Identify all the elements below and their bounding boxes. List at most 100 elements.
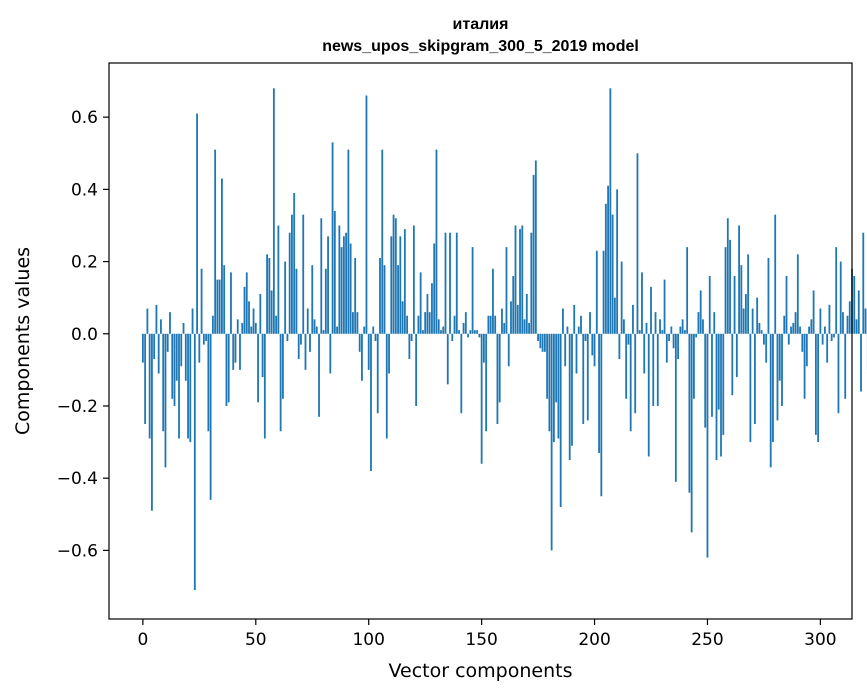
bar-226 <box>652 333 655 406</box>
bar-129 <box>433 243 436 334</box>
bar-198 <box>589 312 591 334</box>
bar-295 <box>808 326 810 334</box>
bar-105 <box>379 257 381 334</box>
bar-162 <box>507 333 510 367</box>
bar-83 <box>329 333 332 374</box>
bar-32 <box>214 149 217 334</box>
x-tick-label: 0 <box>137 630 148 650</box>
bar-282 <box>778 333 781 381</box>
bar-278 <box>769 333 772 468</box>
bar-262 <box>733 276 736 334</box>
bar-202 <box>598 333 600 453</box>
bar-300 <box>819 308 822 334</box>
bar-71 <box>302 214 305 334</box>
bar-16 <box>178 333 180 439</box>
bar-74 <box>309 333 311 352</box>
bar-19 <box>184 333 187 381</box>
bar-79 <box>320 218 323 334</box>
bar-302 <box>824 326 826 334</box>
bar-242 <box>688 333 691 493</box>
bar-258 <box>724 247 727 334</box>
bar-317 <box>857 290 860 334</box>
bar-212 <box>620 261 623 334</box>
bar-100 <box>367 333 370 370</box>
bar-256 <box>720 333 722 457</box>
bar-175 <box>537 333 539 341</box>
bar-311 <box>844 333 847 399</box>
y-axis-ticks: −0.6 −0.4 −0.2 0.0 0.2 0.4 0.6 <box>57 108 109 561</box>
y-tick-label: 0.0 <box>71 325 98 345</box>
bar-34 <box>218 279 221 334</box>
bar-104 <box>376 333 379 414</box>
bar-29 <box>207 333 210 432</box>
bar-76 <box>313 319 316 334</box>
bar-237 <box>677 333 680 360</box>
bar-225 <box>650 286 652 334</box>
bar-270 <box>751 308 754 334</box>
bar-292 <box>801 333 804 352</box>
bar-18 <box>182 322 185 334</box>
bar-204 <box>602 250 605 334</box>
bar-139 <box>455 232 458 334</box>
bar-111 <box>392 214 395 334</box>
bar-269 <box>749 333 752 443</box>
bar-41 <box>234 333 237 363</box>
bar-36 <box>223 265 226 334</box>
y-tick-label: −0.2 <box>57 397 98 417</box>
bar-112 <box>394 218 397 334</box>
bar-119 <box>410 333 413 341</box>
bar-65 <box>288 232 291 334</box>
bar-143 <box>464 312 467 334</box>
bar-229 <box>659 319 661 334</box>
bar-73 <box>306 308 309 334</box>
bar-44 <box>241 322 244 334</box>
x-tick-label: 200 <box>578 630 610 650</box>
bar-66 <box>291 214 293 334</box>
bar-12 <box>169 312 171 334</box>
bar-136 <box>449 232 451 334</box>
bar-148 <box>476 330 479 334</box>
bar-88 <box>340 247 343 334</box>
bar-316 <box>855 319 858 334</box>
bar-188 <box>566 326 569 334</box>
bar-89 <box>342 236 345 334</box>
bar-189 <box>568 333 571 461</box>
bar-223 <box>645 322 648 334</box>
bar-135 <box>446 333 449 385</box>
bar-2 <box>146 308 149 334</box>
bar-275 <box>763 333 765 345</box>
bar-309 <box>839 261 842 334</box>
bar-133 <box>442 326 445 334</box>
plot-frame <box>108 62 853 620</box>
bar-257 <box>722 333 725 435</box>
bar-26 <box>200 268 203 334</box>
bar-306 <box>833 333 835 338</box>
bar-304 <box>828 304 831 334</box>
bar-293 <box>803 333 806 399</box>
bar-203 <box>600 333 603 497</box>
bar-216 <box>629 333 632 432</box>
bar-47 <box>248 301 250 334</box>
bar-161 <box>505 247 508 334</box>
bar-152 <box>485 333 488 432</box>
bar-35 <box>221 178 223 334</box>
bar-130 <box>435 149 438 334</box>
bar-239 <box>681 319 684 334</box>
bar-176 <box>539 333 542 349</box>
bar-134 <box>444 232 447 334</box>
bar-49 <box>252 308 255 334</box>
bar-297 <box>812 290 815 334</box>
bar-124 <box>422 330 424 334</box>
bar-218 <box>634 333 637 414</box>
bar-313 <box>848 301 851 334</box>
bar-37 <box>225 333 228 406</box>
bar-285 <box>785 276 788 334</box>
bar-215 <box>627 333 630 345</box>
bar-14 <box>173 333 176 406</box>
bar-13 <box>171 333 174 399</box>
bar-140 <box>458 330 460 334</box>
bar-214 <box>625 333 628 399</box>
bar-230 <box>661 330 664 334</box>
bar-137 <box>451 333 454 341</box>
